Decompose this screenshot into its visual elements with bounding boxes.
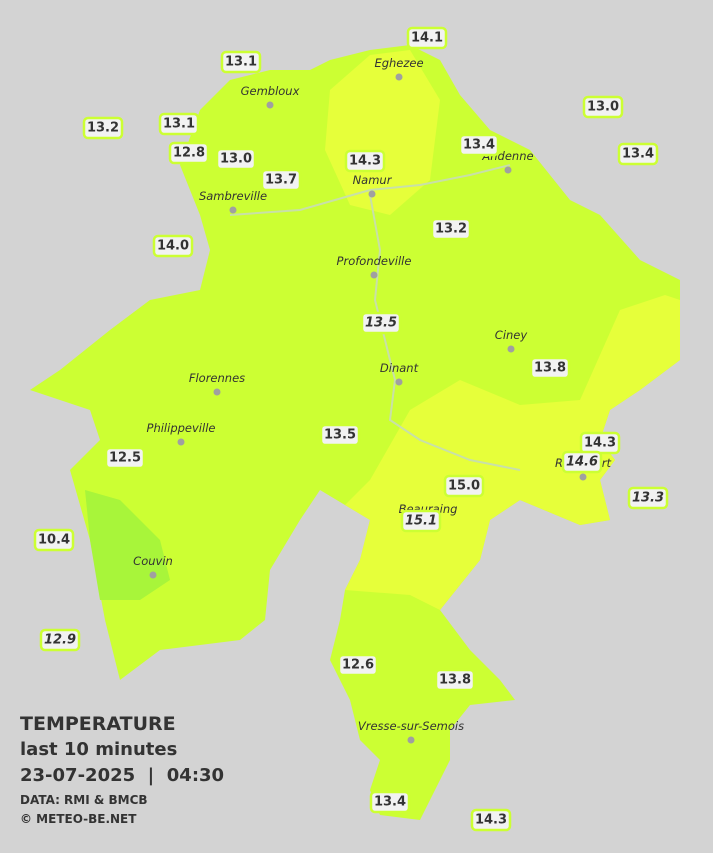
- town-name: Namur: [353, 173, 393, 187]
- town-dot: [149, 571, 157, 579]
- station-value: 13.0: [587, 100, 619, 115]
- station-value: 14.6: [566, 455, 598, 470]
- town-dot: [507, 345, 515, 353]
- station-box: [430, 217, 472, 241]
- station-box: [39, 628, 81, 652]
- station-value: 12.8: [173, 146, 205, 161]
- warm-zone: [325, 50, 440, 215]
- station-box: [319, 423, 361, 447]
- station-value: 13.0: [220, 152, 252, 167]
- town-name: Ciney: [495, 328, 528, 342]
- station-box: [627, 486, 669, 510]
- station-value: 13.1: [163, 117, 195, 132]
- station-box: [220, 50, 262, 74]
- legend-copyright: © METEO-BE.NET: [20, 812, 137, 826]
- legend-datetime: 23-07-2025 | 04:30: [20, 765, 224, 786]
- station-value: 14.1: [411, 31, 443, 46]
- station-value: 14.3: [584, 436, 616, 451]
- town-name: Florennes: [189, 371, 245, 385]
- station-box: [344, 149, 386, 173]
- station-box: [400, 509, 442, 533]
- station-value: 14.3: [475, 813, 507, 828]
- town-dot: [213, 388, 221, 396]
- station-box: [360, 311, 402, 335]
- station-value: 13.7: [265, 173, 297, 188]
- town-dot: [504, 166, 512, 174]
- station-box: [337, 653, 379, 677]
- station-box: [152, 234, 194, 258]
- station-box: [529, 356, 571, 380]
- station-value: 12.9: [44, 633, 76, 648]
- station-box: [104, 446, 146, 470]
- station-value: 13.2: [435, 222, 467, 237]
- station-value: 13.8: [439, 673, 471, 688]
- station-value: 13.4: [463, 138, 495, 153]
- station-box: [617, 142, 659, 166]
- station-box: [168, 141, 210, 165]
- station-box: [33, 528, 75, 552]
- station-box: [82, 116, 124, 140]
- town-dot: [395, 73, 403, 81]
- station-box: [158, 112, 200, 136]
- town-dot: [407, 736, 415, 744]
- town-name: Gembloux: [241, 84, 300, 98]
- town-name: Philippeville: [147, 421, 216, 435]
- town-name: Dinant: [380, 361, 419, 375]
- cool-zone: [85, 490, 170, 600]
- station-value: 12.6: [342, 658, 374, 673]
- station-value: 13.4: [374, 795, 406, 810]
- station-box: [582, 95, 624, 119]
- station-box: [561, 450, 603, 474]
- station-box: [369, 790, 411, 814]
- town-dot: [266, 101, 274, 109]
- legend-period: last 10 minutes: [20, 739, 177, 760]
- town-dot: [177, 438, 185, 446]
- station-value: 15.0: [448, 479, 480, 494]
- town-dot: [579, 473, 587, 481]
- station-value: 13.4: [622, 147, 654, 162]
- station-value: 10.4: [38, 533, 70, 548]
- station-value: 13.8: [534, 361, 566, 376]
- town-dot: [370, 271, 378, 279]
- station-value: 14.3: [349, 154, 381, 169]
- station-value: 13.5: [365, 316, 397, 331]
- town-name: Vresse-sur-Semois: [358, 719, 464, 733]
- legend-source: DATA: RMI & BMCB: [20, 793, 148, 807]
- river: [229, 164, 521, 471]
- town-name: Profondeville: [337, 254, 412, 268]
- legend-title: TEMPERATURE: [20, 713, 176, 735]
- station-value: 15.1: [405, 514, 437, 529]
- station-value: 13.3: [632, 491, 664, 506]
- station-box: [215, 147, 257, 171]
- town-name: Sambreville: [199, 189, 267, 203]
- station-box: [406, 26, 448, 50]
- station-value: 13.1: [225, 55, 257, 70]
- station-box: [458, 133, 500, 157]
- station-value: 12.5: [109, 451, 141, 466]
- station-box: [434, 668, 476, 692]
- town-name: Eghezee: [374, 56, 423, 70]
- town-name: Couvin: [133, 554, 173, 568]
- station-value: 14.0: [157, 239, 189, 254]
- station-value: 13.2: [87, 121, 119, 136]
- town-dot: [368, 190, 376, 198]
- town-dot: [229, 206, 237, 214]
- station-box: [260, 168, 302, 192]
- station-box: [443, 474, 485, 498]
- station-box: [470, 808, 512, 832]
- town-dot: [395, 378, 403, 386]
- station-value: 13.5: [324, 428, 356, 443]
